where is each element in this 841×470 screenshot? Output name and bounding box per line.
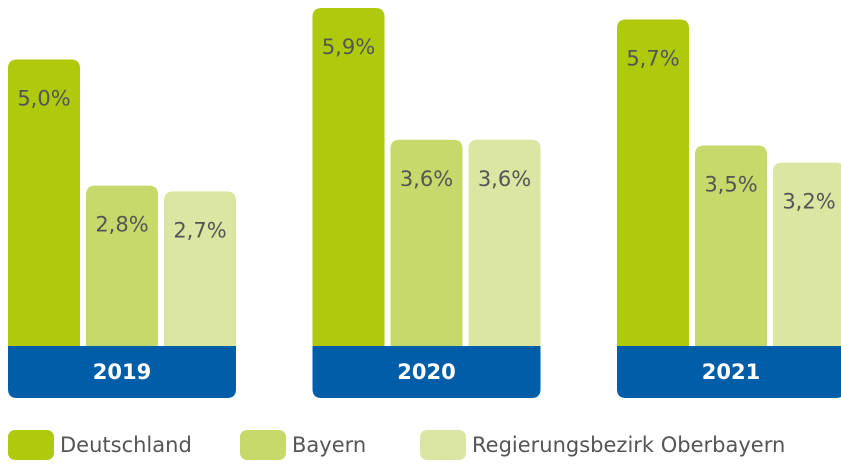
value-label: 3,6% — [400, 167, 453, 191]
legend-label: Regierungsbezirk Oberbayern — [472, 433, 785, 457]
bar — [312, 8, 385, 346]
year-label: 2021 — [702, 360, 760, 384]
year-label: 2019 — [93, 360, 151, 384]
value-label: 5,7% — [626, 46, 679, 70]
bar — [468, 139, 541, 346]
value-label: 2,8% — [95, 213, 148, 237]
legend-swatch — [420, 430, 466, 460]
year-band — [312, 346, 541, 398]
legend-label: Deutschland — [60, 433, 192, 457]
bar — [8, 59, 80, 346]
legend-swatch — [8, 430, 54, 460]
value-label: 3,6% — [478, 167, 531, 191]
bar — [390, 139, 463, 346]
year-label: 2020 — [397, 360, 455, 384]
value-label: 5,9% — [322, 35, 375, 59]
bar — [617, 19, 689, 346]
bar — [164, 191, 236, 346]
value-label: 3,5% — [704, 172, 757, 196]
legend-label: Bayern — [292, 433, 366, 457]
bar — [695, 145, 767, 346]
value-label: 3,2% — [782, 190, 835, 214]
legend-swatch — [240, 430, 286, 460]
value-label: 5,0% — [17, 87, 70, 111]
value-label: 2,7% — [173, 218, 226, 242]
bar — [86, 185, 158, 346]
year-band — [617, 346, 841, 398]
bar — [773, 162, 841, 346]
year-band — [8, 346, 236, 398]
